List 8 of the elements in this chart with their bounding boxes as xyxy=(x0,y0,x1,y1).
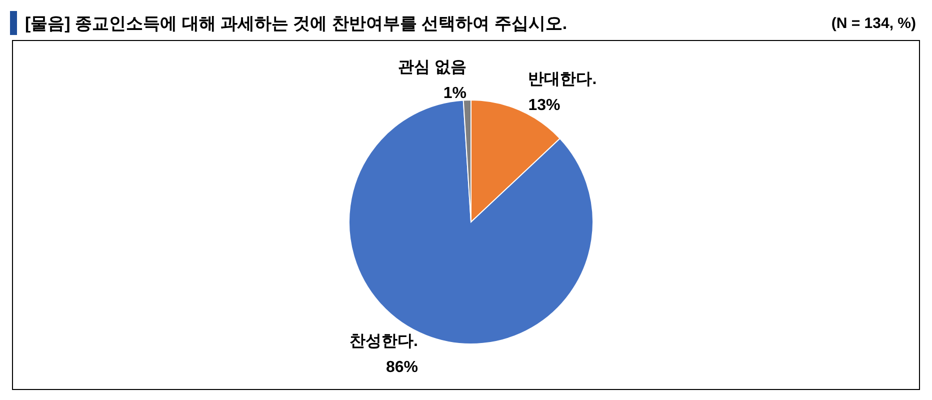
chart-title: [물음] 종교인소득에 대해 과세하는 것에 찬반여부를 선택하여 주십시오. xyxy=(25,12,568,34)
text: (N = 134, %) xyxy=(831,14,916,32)
data-label: 13% xyxy=(528,96,560,114)
slice-label: 반대한다. xyxy=(528,70,597,88)
data-label: 1% xyxy=(443,85,466,102)
slice-label: 관심 없음 xyxy=(398,59,466,76)
slice-label: 찬성한다. xyxy=(350,332,418,350)
data-label: 86% xyxy=(386,358,418,376)
